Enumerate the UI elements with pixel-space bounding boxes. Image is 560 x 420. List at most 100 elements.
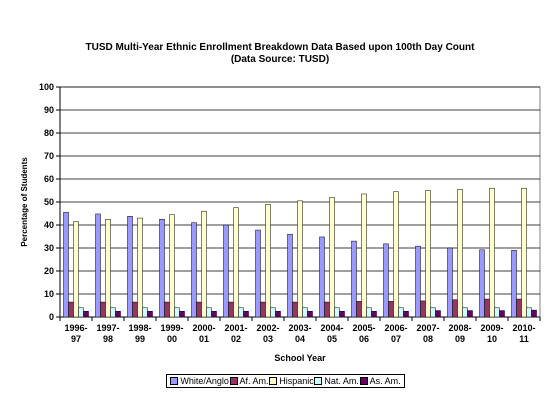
bar [447, 247, 453, 318]
x-tick-label: 2010- [512, 323, 535, 333]
bar [287, 233, 293, 318]
x-tick-label: 2008- [448, 323, 471, 333]
legend-item: As. Am. [359, 376, 401, 386]
bar [452, 299, 458, 318]
x-tick-label: 05 [327, 334, 337, 344]
x-axis-label: School Year [274, 353, 326, 363]
bar [63, 212, 69, 318]
bar [265, 204, 271, 318]
bar [403, 311, 409, 318]
x-tick-label: 11 [519, 334, 529, 344]
bar [383, 243, 389, 318]
bar [494, 307, 500, 318]
x-tick-label: 1996- [64, 323, 87, 333]
bar [110, 307, 116, 318]
bar [211, 311, 217, 318]
bar [526, 307, 532, 318]
chart-subtitle: (Data Source: TUSD) [230, 54, 330, 65]
legend-swatch [269, 377, 278, 385]
chart-title-block: TUSD Multi-Year Ethnic Enrollment Breakd… [0, 42, 560, 66]
bar [319, 236, 325, 318]
legend-item: Af. Am. [229, 376, 269, 386]
bar [115, 311, 121, 318]
x-tick-label: 97 [71, 334, 81, 344]
bar [521, 187, 527, 318]
bar [238, 307, 244, 318]
bar [511, 250, 517, 318]
x-tick-label: 1999- [160, 323, 183, 333]
bar [255, 229, 261, 318]
bar [457, 189, 463, 318]
bar [132, 301, 138, 318]
bar [196, 301, 202, 318]
x-tick-label: 09 [455, 334, 465, 344]
bar [420, 300, 426, 318]
bar [499, 310, 505, 318]
bar [292, 301, 298, 318]
legend-label: Af. Am. [239, 376, 269, 386]
bar [393, 191, 399, 318]
bar [270, 307, 276, 318]
x-tick-label: 08 [423, 334, 433, 344]
x-tick-label: 1997- [96, 323, 119, 333]
bar [324, 301, 330, 318]
bar [233, 207, 239, 318]
bar [275, 311, 281, 318]
legend-swatch [229, 377, 238, 385]
legend-label: Nat. Am. [324, 376, 359, 386]
bar [223, 224, 229, 318]
bar [228, 301, 234, 318]
x-tick-label: 06 [359, 334, 369, 344]
y-tick-label: 70 [44, 151, 54, 161]
bar [425, 190, 431, 318]
x-tick-label: 01 [199, 334, 209, 344]
bar [484, 298, 490, 318]
y-tick-label: 100 [39, 82, 54, 92]
legend-item: White/Anglo [170, 376, 229, 386]
bar [302, 307, 308, 318]
y-axis-label: Percentage of Students [20, 157, 29, 247]
x-tick-label: 2006- [384, 323, 407, 333]
y-tick-label: 40 [44, 220, 54, 230]
bar [164, 301, 170, 318]
legend-label: White/Anglo [180, 376, 229, 386]
y-tick-label: 60 [44, 174, 54, 184]
bar [174, 307, 180, 318]
bar [329, 197, 335, 318]
bar [73, 221, 79, 318]
bar [105, 219, 111, 318]
x-tick-label: 2007- [416, 323, 439, 333]
bar [339, 311, 345, 318]
chart-legend: White/Anglo Af. Am. Hispanic Nat. Am. As. Am… [166, 374, 405, 388]
bar [78, 307, 84, 318]
x-tick-label: 2009- [480, 323, 503, 333]
x-tick-label: 00 [167, 334, 177, 344]
bar [142, 307, 148, 318]
bar [297, 200, 303, 318]
bar [388, 301, 394, 318]
bar [366, 307, 372, 318]
x-tick-label: 02 [231, 334, 241, 344]
x-tick-label: 2002- [256, 323, 279, 333]
y-tick-label: 0 [49, 312, 54, 322]
x-tick-label: 07 [391, 334, 401, 344]
legend-label: Hispanic [279, 376, 314, 386]
legend-item: Hispanic [269, 376, 314, 386]
y-tick-label: 20 [44, 266, 54, 276]
bar [435, 310, 441, 318]
x-tick-label: 1998- [128, 323, 151, 333]
bar [201, 210, 207, 318]
bar [83, 311, 89, 318]
bar [462, 307, 468, 318]
bar [398, 307, 404, 318]
bar [100, 301, 106, 318]
x-tick-label: 04 [295, 334, 305, 344]
x-tick-label: 2001- [224, 323, 247, 333]
x-tick-label: 98 [103, 334, 113, 344]
x-tick-label: 03 [263, 334, 273, 344]
bar [489, 187, 495, 318]
x-tick-label: 2000- [192, 323, 215, 333]
bar [307, 311, 313, 318]
